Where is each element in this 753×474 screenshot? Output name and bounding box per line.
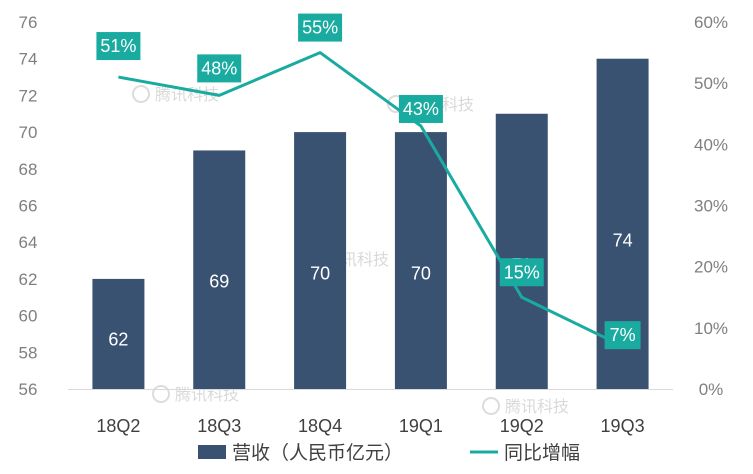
bar	[495, 113, 548, 389]
y-right-tick-label: 40%	[694, 135, 728, 154]
bar	[92, 278, 145, 389]
y-left-tick-label: 72	[19, 86, 38, 105]
x-tick-label: 19Q2	[500, 416, 544, 436]
growth-label-box	[398, 94, 443, 123]
growth-value-label: 48%	[201, 58, 237, 78]
watermark-text: 腾讯科技	[155, 85, 219, 104]
legend-bar-swatch	[198, 445, 226, 459]
growth-value-label: 7%	[610, 325, 636, 345]
bar	[294, 132, 347, 389]
y-left-tick-label: 60	[19, 307, 38, 326]
bar-value-label: 70	[411, 263, 431, 283]
growth-value-label: 55%	[302, 18, 338, 38]
x-tick-label: 18Q4	[298, 416, 342, 436]
growth-label-box	[604, 321, 641, 350]
legend-bar-label: 营收（人民币亿元）	[232, 442, 403, 464]
x-tick-label: 19Q3	[601, 416, 645, 436]
x-tick-label: 18Q3	[197, 416, 241, 436]
growth-value-label: 43%	[403, 99, 439, 119]
bar-value-label: 62	[108, 329, 128, 349]
y-right-tick-label: 60%	[694, 13, 728, 32]
line-layer: 51% 48% 55% 43% 15% 7%	[96, 13, 641, 350]
y-left-tick-label: 66	[19, 197, 38, 216]
bar	[193, 150, 246, 389]
x-tick-label: 19Q1	[399, 416, 443, 436]
y-right-tick-label: 30%	[694, 197, 728, 216]
bar-value-label: 69	[209, 272, 229, 292]
growth-value-label: 51%	[100, 36, 136, 56]
growth-value-label: 15%	[504, 262, 540, 282]
y-right-tick-label: 50%	[694, 74, 728, 93]
y-left-tick-label: 62	[19, 270, 38, 289]
y-left-tick-label: 76	[19, 13, 38, 32]
growth-line	[118, 51, 624, 348]
bar	[394, 132, 447, 389]
axes-layer: 56 58 60 62 64 66 68 70 72 74 76 0% 10% 20% 30% 40% 50% 6…	[19, 13, 728, 436]
y-right-tick-label: 10%	[694, 319, 728, 338]
y-right-tick-label: 20%	[694, 258, 728, 277]
bar-value-label: 70	[310, 263, 330, 283]
watermark-logo-icon	[132, 85, 150, 103]
growth-label-box	[96, 32, 141, 61]
watermark-text: 腾讯科技	[505, 397, 569, 416]
watermark-logo-icon	[152, 385, 170, 403]
y-right-tick-label: 0%	[699, 380, 724, 399]
legend: 营收（人民币亿元） 同比增幅	[198, 442, 580, 464]
watermark-logo-icon	[482, 397, 500, 415]
legend-line-label: 同比增幅	[504, 442, 580, 464]
y-left-tick-label: 74	[19, 50, 38, 69]
growth-label-box	[197, 54, 242, 83]
growth-label-box	[499, 258, 544, 287]
y-left-tick-label: 64	[19, 233, 38, 252]
bar-value-label: 74	[613, 230, 633, 250]
x-tick-label: 18Q2	[96, 416, 140, 436]
y-left-tick-label: 58	[19, 343, 38, 362]
bars-layer: 626970707174	[92, 58, 649, 389]
growth-label-box	[298, 13, 343, 42]
y-left-tick-label: 70	[19, 123, 38, 142]
y-left-tick-label: 56	[19, 380, 38, 399]
y-left-tick-label: 68	[19, 160, 38, 179]
